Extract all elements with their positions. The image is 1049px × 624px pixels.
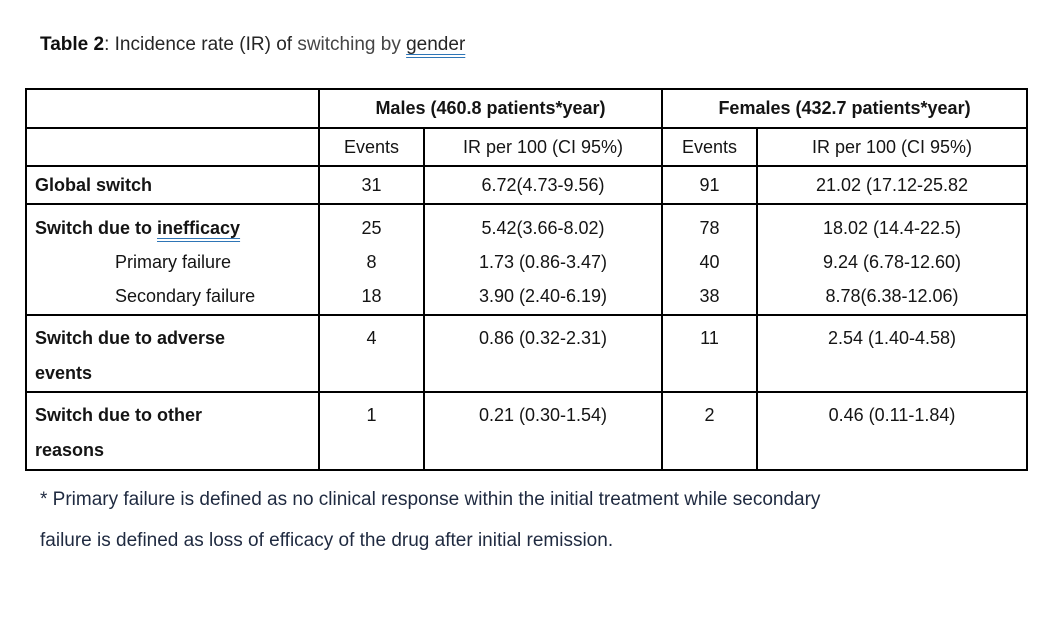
other-reasons-label-line1: Switch due to other xyxy=(35,405,203,425)
global-switch-males-ir: 6.72(4.73-9.56) xyxy=(423,165,663,205)
adverse-events-row: Switch due to adverse events 4 0.86 (0.3… xyxy=(25,314,1029,393)
adverse-males-events: 4 xyxy=(318,314,425,393)
global-switch-label: Global switch xyxy=(25,165,320,205)
document-page: Table 2: Incidence rate (IR) of switchin… xyxy=(0,33,1049,561)
footnote-line2: failure is defined as loss of efficacy o… xyxy=(40,530,614,551)
table-caption-text: Incidence rate (IR) of xyxy=(114,34,298,55)
global-switch-females-ir: 21.02 (17.12-25.82 xyxy=(755,165,1029,205)
table-caption-separator: : xyxy=(104,34,115,55)
inefficacy-females-ir-cell: 18.02 (14.4-22.5) 9.24 (6.78-12.60) 8.78… xyxy=(755,203,1029,316)
other-females-events: 2 xyxy=(661,391,758,471)
column-header-row: Events IR per 100 (CI 95%) Events IR per… xyxy=(25,127,1029,167)
males-group-header: Males (460.8 patients*year) xyxy=(318,88,663,129)
table-caption: Table 2: Incidence rate (IR) of switchin… xyxy=(40,33,1049,57)
inefficacy-males-events-cell: 25 8 18 xyxy=(318,203,425,316)
other-females-ir: 0.46 (0.11-1.84) xyxy=(755,391,1029,471)
females-group-header: Females (432.7 patients*year) xyxy=(660,88,1029,129)
inefficacy-label: Switch due to inefficacy xyxy=(35,211,310,245)
females-ir-header: IR per 100 (CI 95%) xyxy=(755,127,1029,167)
group-header-row: Males (460.8 patients*year) Females (432… xyxy=(25,88,1029,129)
adverse-males-ir: 0.86 (0.32-2.31) xyxy=(423,314,663,393)
inefficacy-females-ir: 18.02 (14.4-22.5) xyxy=(822,218,962,238)
other-reasons-row: Switch due to other reasons 1 0.21 (0.30… xyxy=(25,391,1029,471)
other-males-events: 1 xyxy=(318,391,425,471)
primary-females-events: 40 xyxy=(699,252,720,272)
inefficacy-females-events-cell: 78 40 38 xyxy=(661,203,758,316)
females-events-header: Events xyxy=(661,127,758,167)
secondary-males-ir: 3.90 (2.40-6.19) xyxy=(478,286,608,306)
inefficacy-labels-cell: Switch due to inefficacy Primary failure… xyxy=(25,203,320,316)
corner-empty-cell xyxy=(25,88,320,129)
inefficacy-males-ir-cell: 5.42(3.66-8.02) 1.73 (0.86-3.47) 3.90 (2… xyxy=(423,203,663,316)
global-switch-females-events: 91 xyxy=(661,165,758,205)
gender-proofing-link[interactable]: gender xyxy=(406,34,466,55)
secondary-males-events: 18 xyxy=(361,286,382,306)
primary-males-ir: 1.73 (0.86-3.47) xyxy=(478,252,608,272)
inefficacy-females-events: 78 xyxy=(699,218,720,238)
primary-females-ir: 9.24 (6.78-12.60) xyxy=(822,252,962,272)
secondary-females-ir: 8.78(6.38-12.06) xyxy=(825,286,959,306)
inefficacy-label-prefix: Switch due to xyxy=(35,218,158,238)
adverse-females-ir: 2.54 (1.40-4.58) xyxy=(755,314,1029,393)
inefficacy-males-events: 25 xyxy=(361,218,382,238)
table-caption-label: Table 2 xyxy=(40,34,105,55)
footnote: * Primary failure is defined as no clini… xyxy=(40,479,1049,561)
adverse-females-events: 11 xyxy=(661,314,758,393)
corner-empty-cell-2 xyxy=(25,127,320,167)
inefficacy-block-row: Switch due to inefficacy Primary failure… xyxy=(25,203,1029,316)
primary-failure-label: Primary failure xyxy=(115,252,232,272)
males-ir-header: IR per 100 (CI 95%) xyxy=(423,127,663,167)
global-switch-males-events: 31 xyxy=(318,165,425,205)
inefficacy-proofing-link[interactable]: inefficacy xyxy=(157,218,241,238)
adverse-events-label-line1: Switch due to adverse xyxy=(35,328,226,348)
global-switch-row: Global switch 31 6.72(4.73-9.56) 91 21.0… xyxy=(25,165,1029,205)
footnote-line1: * Primary failure is defined as no clini… xyxy=(40,489,821,510)
incidence-rate-table: Males (460.8 patients*year) Females (432… xyxy=(25,88,1029,471)
secondary-failure-label: Secondary failure xyxy=(115,286,256,306)
other-reasons-label: Switch due to other reasons xyxy=(25,391,320,471)
secondary-females-events: 38 xyxy=(699,286,720,306)
other-males-ir: 0.21 (0.30-1.54) xyxy=(423,391,663,471)
males-events-header: Events xyxy=(318,127,425,167)
table-caption-text-secondary: switching by xyxy=(297,34,407,55)
adverse-events-label-line2: events xyxy=(35,363,93,383)
inefficacy-males-ir: 5.42(3.66-8.02) xyxy=(481,218,605,238)
other-reasons-label-line2: reasons xyxy=(35,440,105,460)
adverse-events-label: Switch due to adverse events xyxy=(25,314,320,393)
primary-males-events: 8 xyxy=(366,252,377,272)
